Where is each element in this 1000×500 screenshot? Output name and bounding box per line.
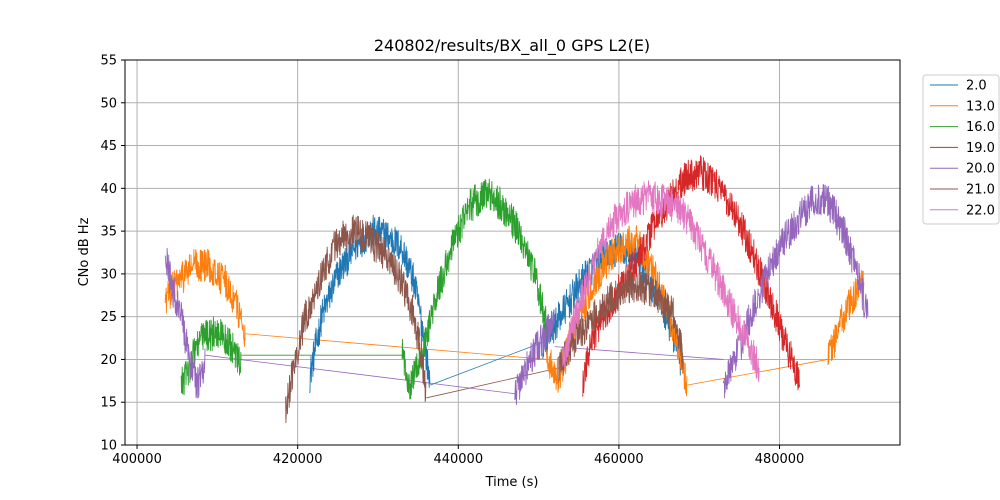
y-tick-label: 45 xyxy=(100,139,117,154)
series-line-21-0 xyxy=(285,214,684,424)
legend-label: 22.0 xyxy=(966,203,995,218)
legend-label: 2.0 xyxy=(966,79,987,94)
y-axis-ticks: 10 15 20 25 30 35 40 45 50 55 xyxy=(100,54,125,454)
series-line-22-0 xyxy=(562,180,760,383)
x-tick-label: 420000 xyxy=(273,452,323,467)
connector-line xyxy=(554,346,724,360)
y-tick-label: 20 xyxy=(100,353,117,368)
connector-line xyxy=(426,367,559,399)
y-tick-label: 15 xyxy=(100,396,117,411)
y-tick-label: 30 xyxy=(100,267,117,282)
legend: 2.0 13.0 16.0 19.0 20.0 21.0 22.0 xyxy=(922,74,1000,225)
legend-label: 21.0 xyxy=(966,183,995,198)
y-tick-label: 10 xyxy=(100,439,117,454)
series-lines xyxy=(164,155,869,424)
x-tick-label: 400000 xyxy=(112,452,162,467)
chart-title: 240802/results/BX_all_0 GPS L2(E) xyxy=(374,36,650,56)
legend-label: 13.0 xyxy=(966,99,995,114)
series-line-20-0 xyxy=(164,183,869,406)
y-tick-label: 50 xyxy=(100,96,117,111)
legend-label: 20.0 xyxy=(966,162,995,177)
legend-label: 19.0 xyxy=(966,141,995,156)
connector-line xyxy=(205,354,515,395)
x-tick-label: 480000 xyxy=(755,452,805,467)
y-tick-label: 25 xyxy=(100,310,117,325)
x-axis-label: Time (s) xyxy=(485,475,539,490)
connector-line xyxy=(245,333,547,360)
legend-box xyxy=(922,74,1000,225)
legend-label: 16.0 xyxy=(966,120,995,135)
y-tick-label: 40 xyxy=(100,182,117,197)
x-axis-ticks: 400000 420000 440000 460000 480000 xyxy=(112,445,804,467)
y-axis-label: CNo dB Hz xyxy=(77,217,92,286)
y-tick-label: 55 xyxy=(100,54,117,69)
x-tick-label: 440000 xyxy=(433,452,483,467)
y-tick-label: 35 xyxy=(100,225,117,240)
connector-line xyxy=(430,341,543,386)
plot-frame xyxy=(124,59,901,446)
x-tick-label: 460000 xyxy=(594,452,644,467)
series-connectors xyxy=(205,333,828,399)
